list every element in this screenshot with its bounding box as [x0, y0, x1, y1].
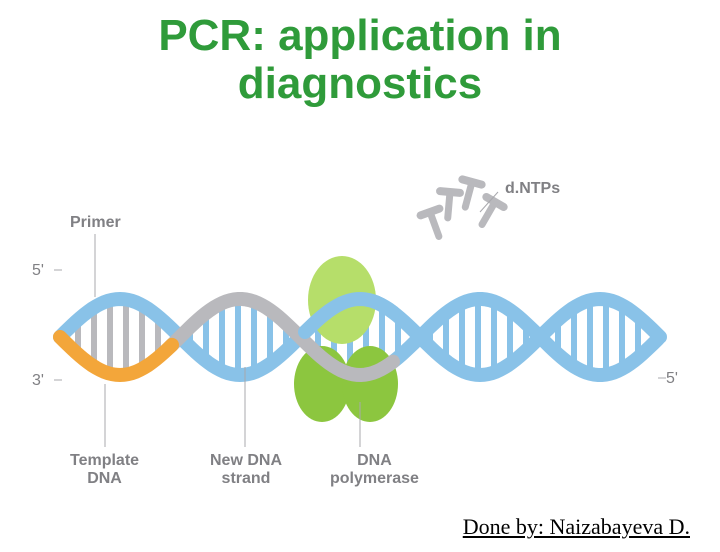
slide-title: PCR: application in diagnostics — [0, 12, 720, 109]
label-primer: Primer — [70, 214, 121, 232]
label-5prime-top: 5' — [32, 262, 44, 280]
title-line1: PCR: application in — [0, 12, 720, 60]
label-dntps: d.NTPs — [505, 180, 560, 198]
pcr-diagram: Primer d.NTPs 5' 3' 5' Template DNA New … — [40, 152, 680, 492]
label-template: Template DNA — [70, 452, 139, 489]
footer-author: Done by: Naizabayeva D. — [463, 514, 690, 540]
dntps-icon — [421, 179, 504, 239]
label-3prime-bot: 3' — [32, 372, 44, 390]
label-polymerase: DNA polymerase — [330, 452, 419, 489]
label-5prime-right: 5' — [666, 370, 678, 388]
title-line2: diagnostics — [0, 60, 720, 108]
label-newstrand: New DNA strand — [210, 452, 282, 489]
